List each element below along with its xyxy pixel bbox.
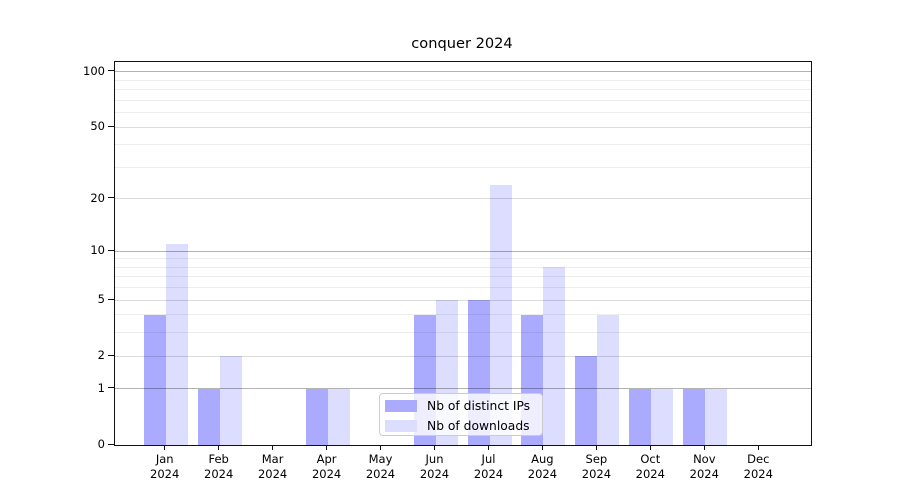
x-tick-mark-jun	[434, 445, 435, 450]
x-tick-mark-may	[380, 445, 381, 450]
legend-item-distinct-ips: Nb of distinct IPs	[380, 396, 542, 416]
minor-gridline-7	[115, 276, 811, 278]
x-tick-mark-nov	[703, 445, 705, 450]
bar-distinct-ips-feb	[197, 388, 220, 445]
legend: Nb of distinct IPs Nb of downloads	[379, 393, 543, 436]
legend-swatch-downloads	[385, 420, 417, 432]
x-tick-mark-dec	[757, 445, 759, 450]
x-tick-label-mar: Mar 2024	[257, 452, 288, 481]
bar-downloads-aug	[543, 267, 566, 445]
gridline-10	[115, 250, 811, 252]
x-tick-mark-oct	[649, 445, 651, 450]
x-tick-label-jul: Jul 2024	[473, 452, 504, 481]
minor-gridline-70	[115, 99, 811, 101]
x-tick-mark-sep	[595, 445, 597, 450]
y-tick-label-1: 1	[97, 380, 105, 395]
minor-gridline-4	[115, 314, 811, 316]
bar-downloads-jul	[489, 184, 512, 445]
gridline-100	[115, 71, 811, 73]
bar-downloads-feb	[219, 356, 242, 445]
y-tick-mark-20	[108, 197, 114, 199]
chart-title: conquer 2024	[411, 35, 513, 52]
y-tick-label-20: 20	[90, 190, 105, 205]
y-tick-mark-0	[108, 443, 114, 445]
minor-gridline-3	[115, 332, 811, 334]
plot-area: Nb of distinct IPs Nb of downloads	[114, 61, 812, 446]
bar-distinct-ips-sep	[575, 356, 598, 445]
x-tick-mark-feb	[218, 445, 220, 450]
minor-gridline-9	[115, 258, 811, 260]
minor-gridline-8	[115, 266, 811, 268]
x-tick-label-may: May 2024	[365, 452, 396, 481]
minor-gridline-40	[115, 144, 811, 146]
y-tick-label-50: 50	[90, 119, 105, 133]
bar-distinct-ips-jan	[143, 314, 166, 445]
y-tick-mark-5	[108, 298, 114, 300]
bar-downloads-sep	[597, 314, 620, 445]
bar-downloads-oct	[651, 388, 674, 445]
legend-swatch-distinct-ips	[385, 400, 417, 412]
bar-downloads-jan	[165, 244, 188, 445]
y-tick-mark-100	[108, 70, 114, 72]
y-tick-mark-10	[108, 249, 114, 251]
y-tick-label-0: 0	[97, 437, 105, 451]
gridline-50	[115, 126, 811, 128]
x-tick-label-feb: Feb 2024	[204, 452, 234, 481]
legend-item-downloads: Nb of downloads	[380, 416, 542, 436]
x-tick-label-jun: Jun 2024	[419, 452, 450, 481]
bar-distinct-ips-nov	[683, 388, 706, 445]
x-tick-mark-jul	[488, 445, 489, 450]
x-tick-label-jan: Jan 2024	[150, 452, 180, 481]
x-tick-mark-apr	[326, 445, 328, 450]
y-tick-mark-1	[108, 387, 114, 389]
y-tick-label-10: 10	[90, 243, 105, 258]
x-tick-label-apr: Apr 2024	[311, 452, 342, 481]
minor-gridline-90	[115, 79, 811, 81]
y-tick-mark-2	[108, 354, 114, 356]
x-tick-label-aug: Aug 2024	[527, 452, 558, 481]
legend-label-distinct-ips: Nb of distinct IPs	[427, 399, 531, 413]
x-tick-label-dec: Dec 2024	[743, 452, 773, 481]
x-tick-label-sep: Sep 2024	[581, 452, 612, 481]
y-tick-label-2: 2	[97, 348, 105, 363]
bar-distinct-ips-oct	[629, 388, 652, 445]
minor-gridline-6	[115, 287, 811, 289]
minor-gridline-80	[115, 89, 811, 91]
x-tick-label-oct: Oct 2024	[635, 452, 665, 481]
gridline-1	[115, 388, 811, 390]
x-tick-label-nov: Nov 2024	[689, 452, 719, 481]
bar-downloads-apr	[327, 388, 350, 445]
x-tick-mark-mar	[272, 445, 274, 450]
minor-gridline-30	[115, 166, 811, 168]
gridline-5	[115, 299, 811, 301]
gridline-20	[115, 198, 811, 200]
minor-gridline-60	[115, 112, 811, 114]
x-tick-mark-aug	[541, 445, 543, 450]
x-tick-mark-jan	[164, 445, 166, 450]
y-tick-label-100: 100	[83, 63, 105, 78]
y-tick-mark-50	[108, 125, 114, 127]
gridline-2	[115, 355, 811, 357]
y-tick-label-5: 5	[97, 292, 105, 307]
bar-distinct-ips-apr	[305, 388, 328, 445]
bar-downloads-nov	[705, 388, 728, 445]
legend-label-downloads: Nb of downloads	[427, 419, 530, 433]
